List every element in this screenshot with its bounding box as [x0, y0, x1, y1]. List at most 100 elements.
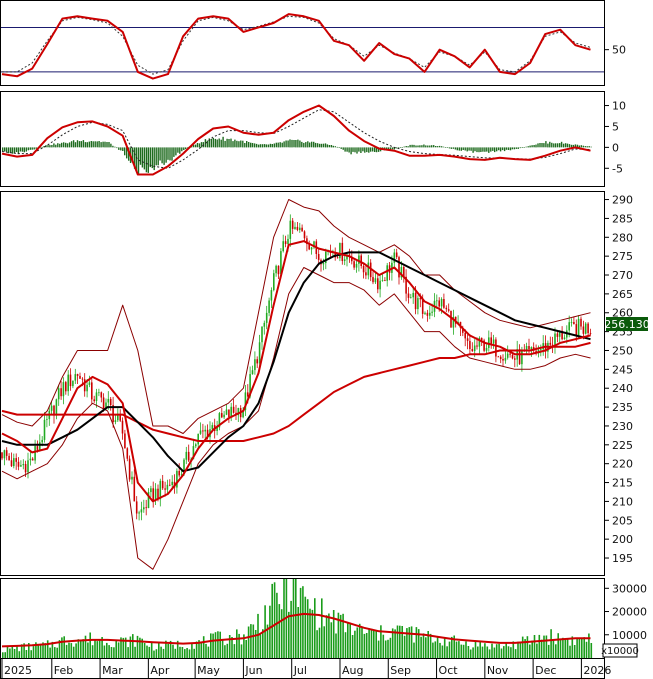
macd-histogram-bar [185, 147, 187, 150]
volume-bar [451, 636, 453, 658]
volume-bar [514, 649, 517, 658]
macd-histogram-bar [389, 147, 392, 151]
volume-bar [479, 641, 481, 658]
candle-up-body [251, 370, 254, 375]
candle-up-body [275, 265, 277, 274]
macd-histogram-bar [226, 138, 228, 148]
volume-bar [198, 640, 200, 658]
candle-up-body [542, 343, 544, 350]
candle-down-body [360, 255, 362, 266]
volume-bar [288, 611, 290, 658]
last-price-label: 256.130 [604, 318, 650, 331]
macd-histogram-bar [82, 140, 85, 148]
candle-up-body [492, 339, 495, 344]
macd-histogram-bar [521, 147, 523, 148]
candle-up-body [412, 292, 414, 298]
candle-down-body [17, 461, 20, 467]
macd-histogram-bar [112, 145, 114, 148]
volume-bar [552, 640, 555, 658]
candle-up-body [46, 419, 48, 420]
macd-histogram-bar [393, 147, 395, 150]
candle-down-body [306, 238, 308, 244]
price-tick-label: 260 [612, 307, 633, 320]
macd-histogram-bar [318, 143, 321, 148]
macd-histogram-bar [311, 141, 313, 148]
volume-bar [146, 645, 148, 658]
volume-bar [363, 633, 366, 658]
volume-bar [323, 626, 325, 658]
candle-up-body [22, 464, 25, 466]
candle-up-body [478, 337, 481, 347]
volume-bar [335, 633, 337, 658]
volume-bar [186, 648, 188, 658]
macd-histogram-bar [53, 143, 55, 148]
candle-down-body [301, 227, 303, 232]
volume-bar [32, 646, 35, 658]
candle-down-body [69, 374, 72, 387]
volume-bar [46, 640, 49, 658]
candle-down-body [121, 420, 124, 434]
volume-bar [221, 639, 224, 658]
candle-up-body [410, 297, 412, 299]
macd-histogram-bar [220, 139, 222, 148]
macd-histogram-bar [131, 147, 134, 163]
macd-histogram-bar [238, 141, 240, 148]
volume-bar [266, 624, 269, 658]
volume-bar [122, 637, 125, 658]
macd-histogram-bar [374, 147, 376, 152]
macd-histogram-bar [490, 147, 492, 152]
macd-histogram-bar [265, 144, 268, 148]
volume-bar [84, 635, 87, 658]
candle-down-body [83, 379, 86, 392]
volume-bar [491, 643, 493, 658]
macd-histogram-bar [194, 144, 197, 148]
candle-up-body [530, 347, 533, 350]
candle-down-body [206, 429, 209, 438]
candle-up-body [114, 420, 117, 422]
volume-bar [181, 647, 184, 658]
candle-down-body [353, 261, 355, 268]
candle-up-body [218, 413, 221, 428]
candle-down-body [119, 414, 121, 421]
macd-histogram-bar [165, 147, 167, 163]
macd-histogram-bar [297, 139, 299, 148]
macd-histogram-bar [419, 145, 421, 148]
volume-bar [562, 637, 564, 658]
candle-up-body [310, 247, 313, 250]
macd-histogram-bar [395, 147, 397, 149]
macd-histogram-bar [114, 146, 116, 148]
volume-bar [113, 647, 115, 658]
macd-histogram-bar [242, 140, 244, 148]
candle-down-body [561, 330, 563, 340]
macd-histogram-bar [133, 147, 136, 169]
candle-up-body [20, 465, 22, 467]
volume-bar [512, 641, 515, 658]
date-axis-label: Nov [487, 664, 509, 677]
candle-up-body [506, 353, 509, 358]
candle-up-body [289, 220, 292, 239]
candle-down-body [8, 455, 10, 461]
volume-bar [347, 622, 349, 658]
volume-bar [124, 637, 127, 658]
macd-histogram-bar [126, 147, 128, 159]
candle-up-body [346, 254, 348, 260]
macd-histogram-bar [454, 147, 457, 150]
rsi-line [1, 13, 591, 80]
candle-up-body [185, 451, 188, 460]
candle-down-body [152, 488, 154, 501]
macd-histogram-bar [309, 142, 311, 148]
candle-up-body [3, 450, 6, 459]
volume-bar [465, 641, 467, 658]
volume-bar [245, 640, 247, 658]
macd-histogram-bar [486, 147, 488, 152]
candle-down-body [450, 310, 452, 328]
macd-histogram-bar [391, 147, 394, 150]
candle-down-body [580, 318, 582, 327]
date-axis-label: 2025 [4, 664, 32, 677]
macd-histogram-bar [293, 140, 295, 148]
macd-histogram-bar [503, 147, 506, 152]
macd-histogram-bar [181, 147, 183, 152]
candle-up-body [223, 414, 225, 418]
volume-bar [276, 592, 278, 658]
macd-histogram-bar [446, 147, 449, 148]
